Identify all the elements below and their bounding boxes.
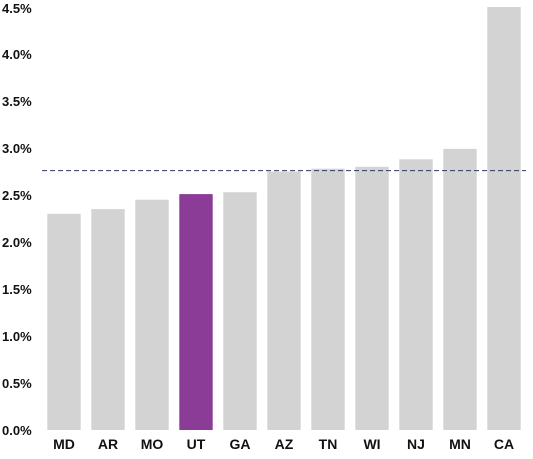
bar-ga: [223, 192, 257, 430]
y-tick-label: 3.5%: [2, 94, 32, 109]
x-tick-label: GA: [230, 436, 251, 452]
x-tick-label: TN: [319, 436, 338, 452]
y-tick-label: 4.5%: [2, 1, 32, 16]
bar-nj: [399, 159, 433, 431]
y-tick-label: 2.0%: [2, 235, 32, 250]
bar-md: [47, 213, 81, 430]
y-tick-label: 2.5%: [2, 188, 32, 203]
bar-mo: [135, 199, 169, 430]
x-tick-label: MN: [449, 436, 471, 452]
x-tick-label: AZ: [275, 436, 294, 452]
x-tick-label: NJ: [407, 436, 425, 452]
bar-wi: [355, 166, 389, 431]
bar-ca: [487, 7, 521, 430]
x-tick-label: CA: [494, 436, 514, 452]
bars: [47, 7, 521, 431]
x-tick-label: AR: [98, 436, 118, 452]
x-tick-label: MD: [53, 436, 75, 452]
x-tick-label: UT: [187, 436, 206, 452]
bar-mn: [443, 148, 477, 430]
bar-ut: [179, 194, 213, 430]
y-axis-ticks: 0.0% 0.5% 1.0% 1.5% 2.0% 2.5% 3.0% 3.5% 4.0% 4.5%: [2, 1, 32, 438]
x-tick-label: WI: [363, 436, 380, 452]
x-tick-label: MO: [141, 436, 164, 452]
y-tick-label: 1.5%: [2, 282, 32, 297]
y-tick-label: 0.0%: [2, 423, 32, 438]
bar-tn: [311, 168, 345, 430]
y-tick-label: 3.0%: [2, 141, 32, 156]
y-tick-label: 1.0%: [2, 329, 32, 344]
y-tick-label: 0.5%: [2, 376, 32, 391]
bar-az: [267, 171, 301, 430]
bar-ar: [91, 209, 125, 430]
y-tick-label: 4.0%: [2, 47, 32, 62]
x-axis-labels: MD AR MO UT GA AZ TN WI NJ MN CA: [53, 436, 514, 452]
